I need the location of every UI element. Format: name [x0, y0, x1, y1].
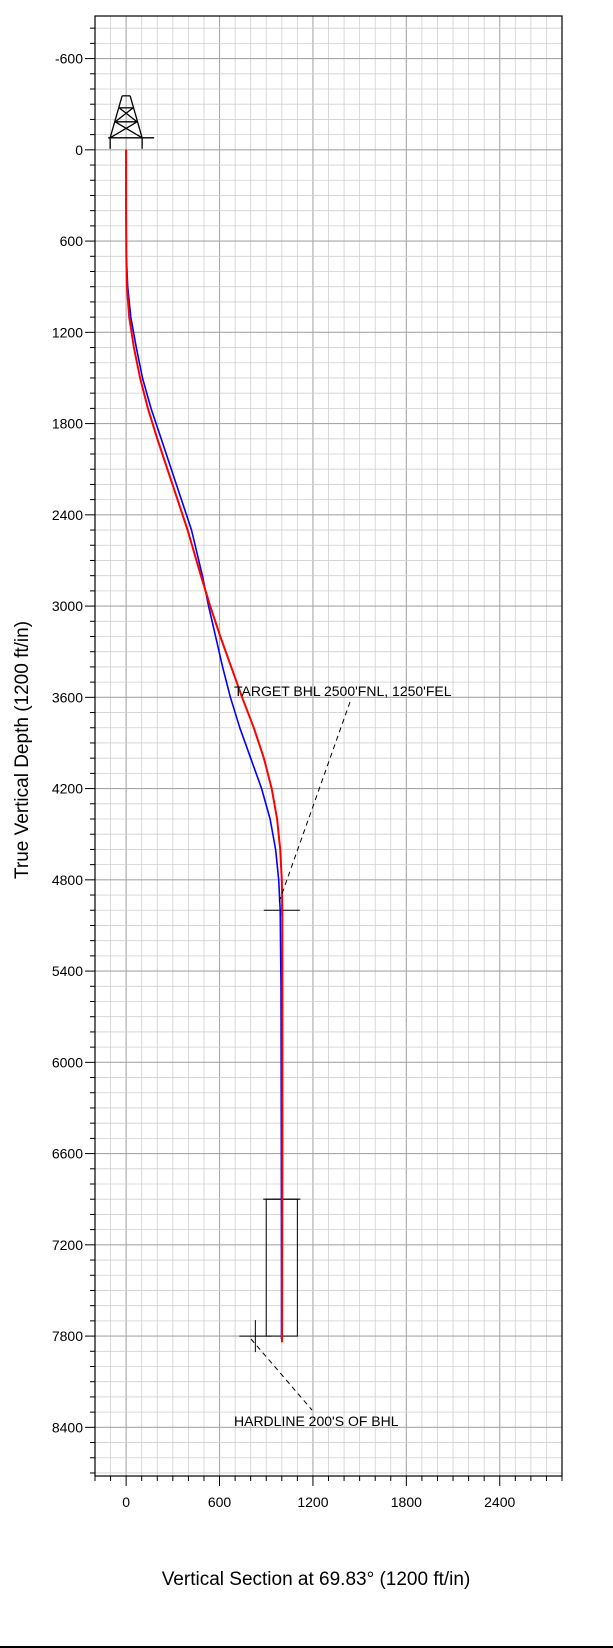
series-layer: [125, 149, 284, 1343]
y-tick-label: -600: [55, 51, 83, 67]
bottom-border: [0, 1646, 613, 1648]
y-tick-label: 1800: [52, 416, 83, 432]
y-axis-title: True Vertical Depth (1200 ft/in): [12, 621, 33, 879]
y-tick-label: 4800: [52, 872, 83, 888]
x-axis-title: Vertical Section at 69.83° (1200 ft/in): [162, 1569, 471, 1590]
y-tick-label: 8400: [52, 1419, 83, 1435]
x-tick-label: 1200: [297, 1494, 328, 1510]
x-tick-label: 1800: [391, 1494, 422, 1510]
y-tick-label: 6600: [52, 1146, 83, 1162]
hardline-leader-line: [250, 1338, 313, 1411]
y-tick-label: 5400: [52, 963, 83, 979]
y-tick-label: 1200: [52, 324, 83, 340]
rig-stroke: [109, 121, 138, 139]
rig-stroke: [129, 95, 143, 139]
y-tick-label: 6000: [52, 1054, 83, 1070]
y-tick-label: 2400: [52, 507, 83, 523]
y-tick-label: 7800: [52, 1328, 83, 1344]
rig-stroke: [109, 95, 123, 139]
rig-stroke: [114, 121, 143, 139]
target-bhl-annotation: TARGET BHL 2500'FNL, 1250'FEL: [234, 683, 452, 699]
x-tick-label: 2400: [484, 1494, 515, 1510]
y-tick-label: 0: [75, 142, 83, 158]
axis-ticks: -600 0 600 1200 1800 2400 3000 3600 4200 4800 5400…: [52, 27, 563, 1510]
rig-stroke: [114, 107, 134, 123]
drilling-rig-icon: [108, 95, 155, 149]
y-tick-label: 3600: [52, 689, 83, 705]
grid: [94, 16, 563, 1476]
x-tick-label: 0: [122, 1494, 130, 1510]
rig-stroke: [118, 107, 138, 123]
y-tick-label: 7200: [52, 1237, 83, 1253]
hardline-annotation: HARDLINE 200'S OF BHL: [234, 1413, 399, 1429]
y-tick-label: 4200: [52, 781, 83, 797]
series-line-1: [125, 149, 283, 1340]
y-tick-label: 600: [60, 233, 84, 249]
x-tick-label: 600: [208, 1494, 232, 1510]
series-line-2: [125, 149, 284, 1343]
y-tick-label: 3000: [52, 598, 83, 614]
